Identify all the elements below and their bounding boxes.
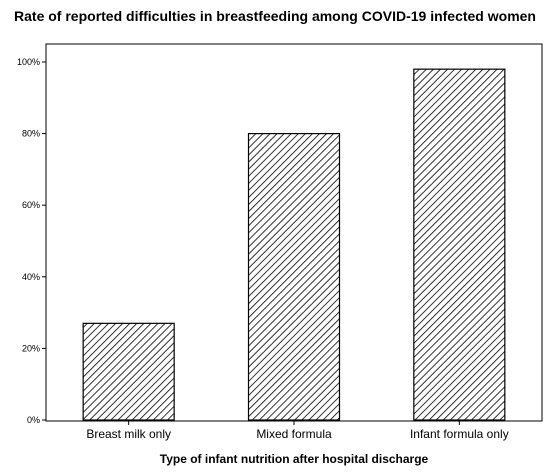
chart-title: Rate of reported difficulties in breastf… bbox=[14, 8, 536, 24]
x-axis: Breast milk only Mixed formula Infant form… bbox=[86, 421, 509, 441]
y-tick-label: 80% bbox=[22, 129, 40, 139]
y-tick-label: 100% bbox=[17, 57, 40, 67]
x-tick-label: Infant formula only bbox=[410, 427, 509, 441]
y-tick-label: 20% bbox=[22, 343, 40, 353]
y-tick-label: 0% bbox=[27, 415, 40, 425]
x-axis-title: Type of infant nutrition after hospital … bbox=[160, 452, 429, 466]
y-tick-label: 60% bbox=[22, 200, 40, 210]
bars bbox=[82, 68, 506, 421]
bar bbox=[413, 68, 506, 421]
x-tick-label: Mixed formula bbox=[256, 427, 332, 441]
y-tick-label: 40% bbox=[22, 272, 40, 282]
x-tick-label: Breast milk only bbox=[86, 427, 171, 441]
y-axis: 0% 20% 40% 60% 80% 100% bbox=[17, 57, 46, 425]
bar bbox=[82, 322, 175, 421]
bar bbox=[247, 133, 341, 421]
